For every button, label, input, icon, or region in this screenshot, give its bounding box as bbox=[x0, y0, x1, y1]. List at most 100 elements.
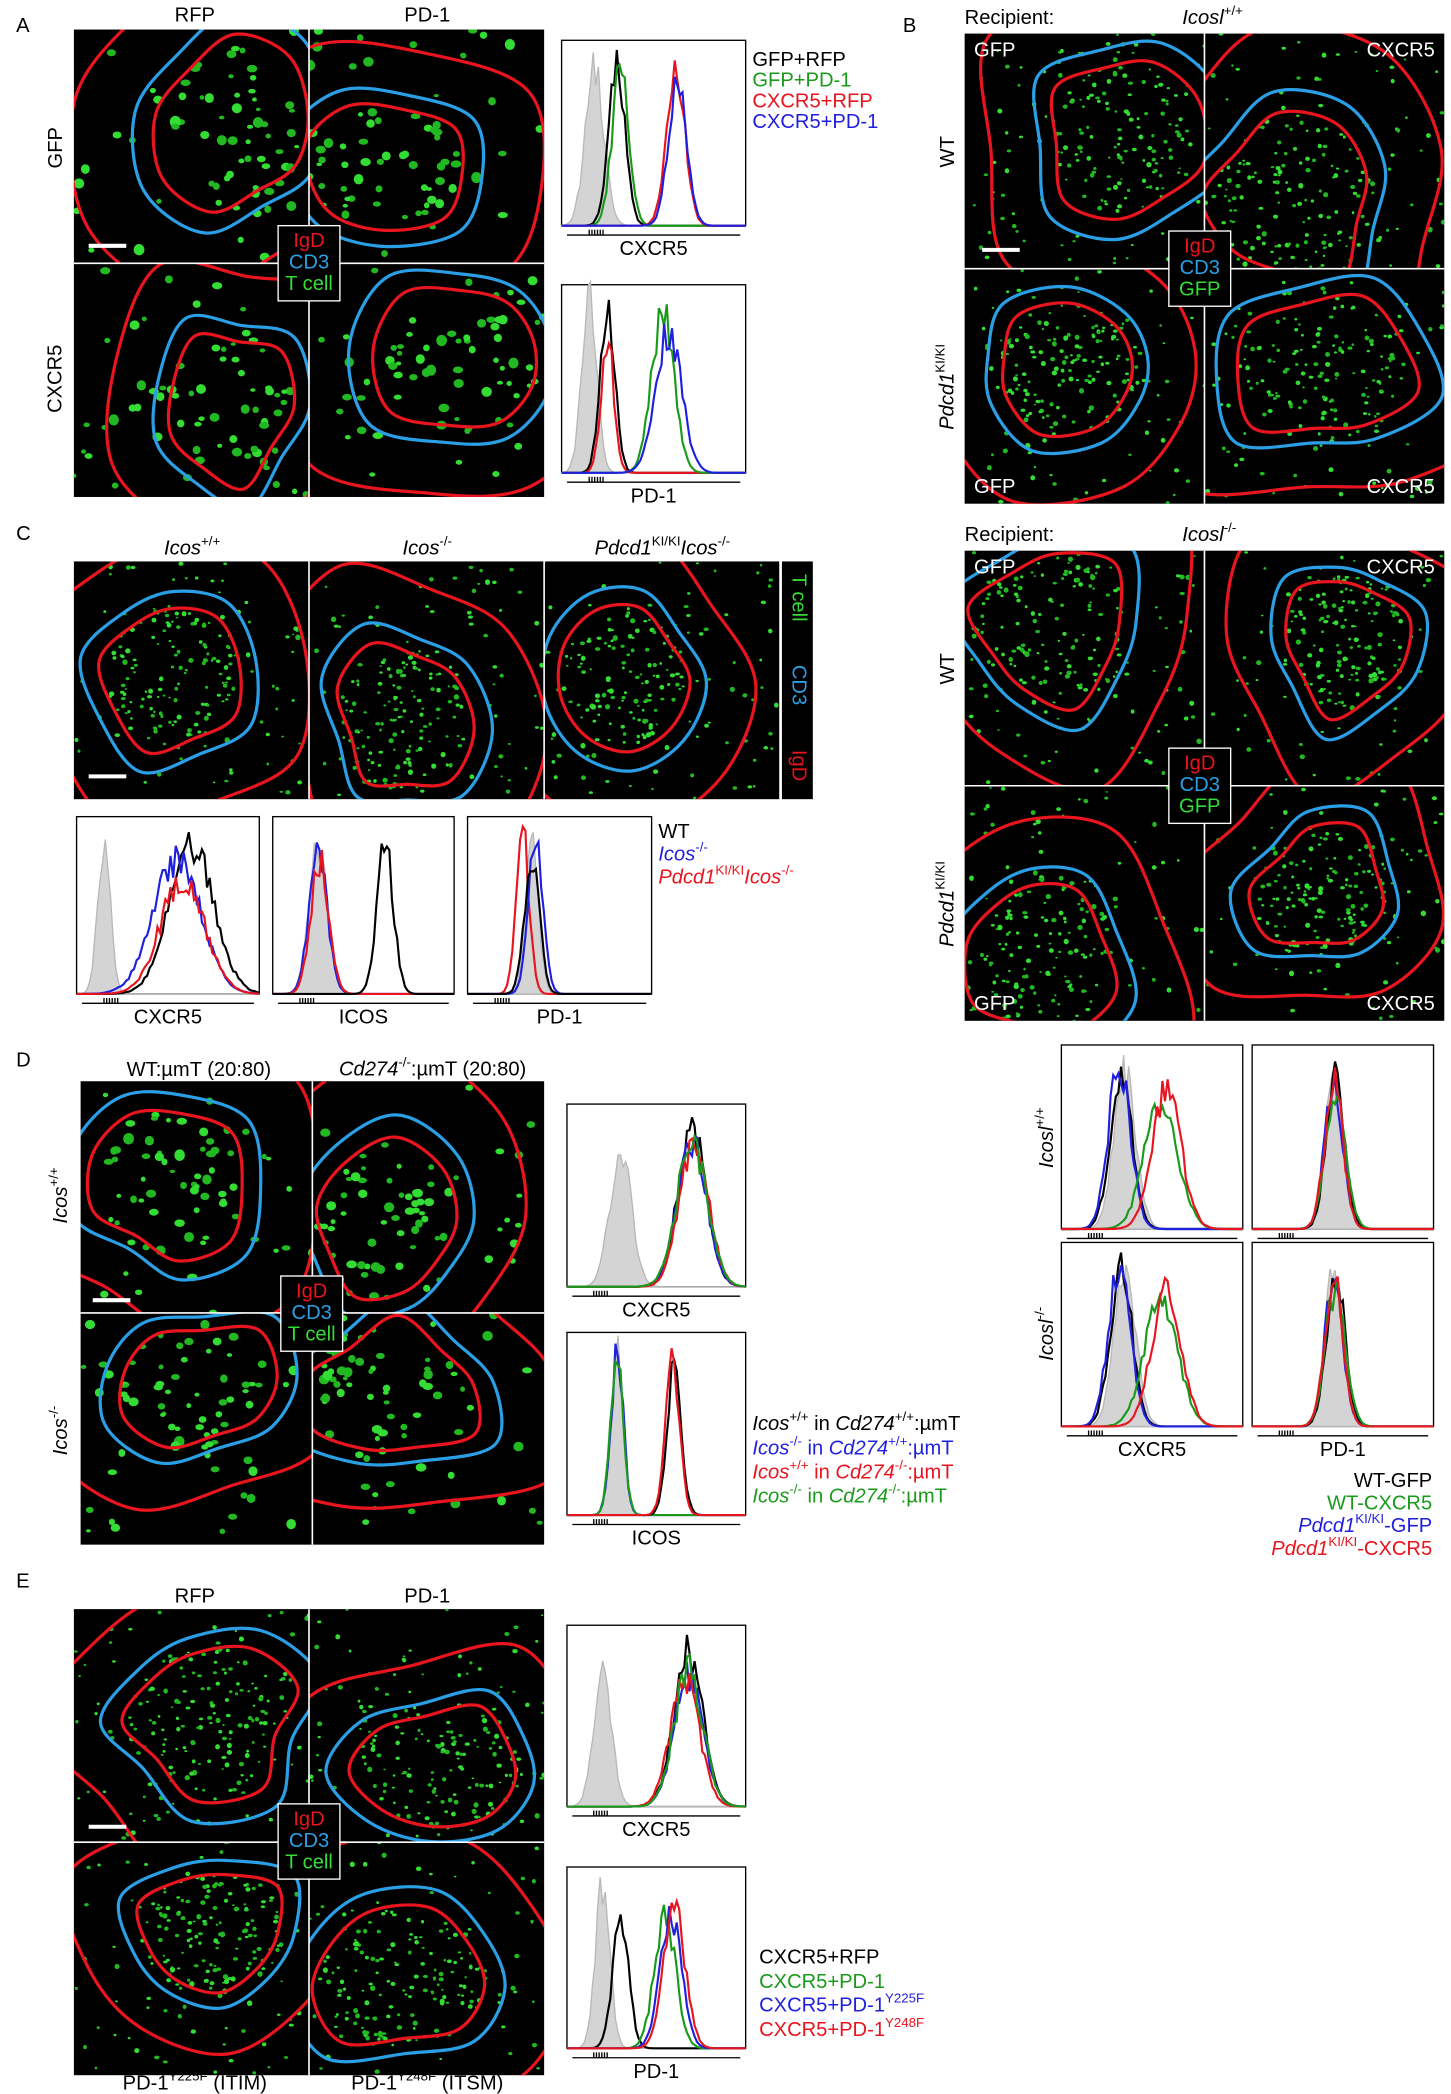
cell bbox=[177, 1967, 180, 1969]
text-part: Pdcd1 bbox=[937, 373, 959, 430]
cell bbox=[1142, 967, 1145, 969]
cell bbox=[1035, 400, 1040, 403]
cell bbox=[379, 729, 382, 732]
cell bbox=[279, 1679, 282, 1681]
cell bbox=[143, 781, 146, 784]
cell bbox=[375, 1959, 379, 1962]
cell bbox=[1334, 417, 1337, 420]
cell bbox=[1420, 149, 1423, 151]
cell bbox=[1275, 968, 1278, 970]
cell bbox=[200, 1241, 206, 1246]
cell bbox=[172, 1803, 174, 1805]
cell bbox=[1323, 255, 1325, 257]
cell bbox=[679, 650, 682, 653]
cell bbox=[1122, 73, 1127, 78]
cell bbox=[1283, 370, 1288, 374]
cell bbox=[1038, 350, 1043, 354]
cell bbox=[577, 666, 581, 669]
cell bbox=[248, 1466, 257, 1476]
text-part: in bbox=[802, 1438, 829, 1460]
cell bbox=[1424, 738, 1428, 742]
cell bbox=[1061, 577, 1064, 580]
cell bbox=[1178, 117, 1182, 121]
cell bbox=[1418, 849, 1422, 852]
cell bbox=[171, 1374, 180, 1380]
cell bbox=[1018, 84, 1021, 87]
cell bbox=[1329, 867, 1333, 869]
cell bbox=[1025, 334, 1030, 339]
cell bbox=[421, 1216, 428, 1223]
cell bbox=[401, 730, 404, 733]
cell bbox=[426, 365, 436, 376]
cell bbox=[250, 388, 255, 391]
cell bbox=[394, 1962, 397, 1964]
cell bbox=[770, 747, 773, 750]
cell bbox=[402, 1658, 405, 1661]
cell bbox=[196, 1914, 201, 1919]
cell bbox=[220, 1529, 226, 1534]
cell bbox=[1043, 680, 1048, 685]
cell bbox=[497, 381, 503, 385]
cell bbox=[1349, 236, 1353, 239]
cell bbox=[483, 634, 488, 637]
cell bbox=[1078, 582, 1083, 587]
cell bbox=[1161, 861, 1165, 864]
cell bbox=[397, 351, 402, 356]
cell bbox=[1355, 679, 1359, 682]
cell bbox=[604, 642, 607, 645]
cell bbox=[480, 32, 488, 39]
cell bbox=[548, 605, 552, 609]
text-part: Icos bbox=[402, 538, 439, 560]
cell bbox=[1307, 576, 1311, 579]
cell bbox=[1296, 115, 1299, 117]
cell bbox=[669, 655, 673, 658]
text-part: Icosl bbox=[1182, 7, 1224, 29]
cell bbox=[499, 1746, 503, 1749]
cell bbox=[225, 1762, 230, 1767]
cell bbox=[997, 590, 1002, 595]
micrograph bbox=[544, 561, 779, 799]
cell bbox=[1090, 575, 1095, 581]
cell bbox=[1316, 594, 1320, 598]
cell bbox=[1064, 939, 1069, 945]
cell bbox=[390, 1942, 395, 1947]
cell bbox=[78, 1675, 81, 1677]
cell bbox=[147, 695, 152, 698]
cell bbox=[1082, 79, 1085, 81]
cell bbox=[1286, 906, 1289, 909]
cell bbox=[209, 1722, 212, 1724]
cell bbox=[195, 1787, 198, 1790]
cell bbox=[293, 626, 298, 631]
cell bbox=[204, 716, 209, 721]
cell bbox=[229, 1690, 233, 1693]
cell bbox=[469, 623, 474, 626]
cell bbox=[449, 763, 453, 768]
cell bbox=[423, 773, 427, 776]
cell bbox=[608, 645, 611, 648]
cell bbox=[148, 689, 153, 694]
cell bbox=[1049, 474, 1052, 476]
cell bbox=[226, 1649, 230, 1652]
cell bbox=[1410, 859, 1413, 861]
cell bbox=[338, 625, 340, 628]
cell bbox=[1117, 204, 1122, 208]
cell bbox=[318, 183, 325, 189]
cell bbox=[494, 714, 497, 717]
cell bbox=[378, 2031, 383, 2036]
cell bbox=[207, 713, 211, 716]
cell bbox=[485, 1785, 488, 1787]
cell bbox=[1390, 153, 1394, 156]
cell bbox=[1368, 413, 1370, 415]
cell bbox=[696, 736, 699, 738]
cell bbox=[1320, 731, 1324, 733]
cell bbox=[1285, 949, 1288, 952]
cell bbox=[324, 138, 334, 148]
cell bbox=[1396, 128, 1400, 132]
cell bbox=[1275, 392, 1277, 394]
cell bbox=[989, 366, 994, 371]
cell bbox=[1093, 167, 1096, 170]
cell bbox=[1151, 149, 1156, 153]
cell bbox=[406, 749, 411, 754]
cell bbox=[989, 961, 994, 964]
text-part: -/- bbox=[789, 1482, 802, 1497]
